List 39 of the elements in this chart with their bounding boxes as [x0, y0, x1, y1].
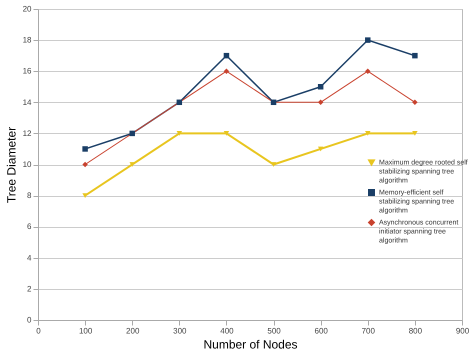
x-tick-label: 400	[220, 326, 234, 336]
point	[176, 131, 182, 136]
point	[412, 100, 418, 106]
point	[412, 52, 418, 58]
point	[365, 37, 371, 43]
x-tick-label: 300	[173, 326, 188, 336]
y-tick-label: 6	[27, 222, 32, 232]
point	[365, 68, 371, 74]
y-tick-label: 16	[22, 66, 32, 76]
point	[224, 52, 230, 58]
y-tick-label: 10	[22, 160, 32, 169]
x-tick-label: 800	[408, 326, 423, 336]
point	[82, 193, 88, 198]
y-tick-label: 12	[22, 128, 32, 138]
x-tick-label: 0	[36, 326, 42, 336]
point	[82, 162, 88, 168]
x-tick-label: 900	[456, 326, 470, 336]
point	[318, 84, 324, 90]
point	[82, 146, 88, 152]
x-tick-label: 700	[362, 326, 376, 336]
y-tick-label: 8	[27, 191, 32, 200]
y-tick-label: 18	[22, 36, 32, 45]
x-tick-label: 100	[78, 326, 93, 336]
y-tick-label: 14	[22, 98, 32, 107]
point	[412, 131, 418, 136]
x-tick-label: 200	[126, 326, 140, 336]
y-tick-label: 20	[22, 4, 32, 14]
y-tick-label: 4	[27, 253, 32, 262]
x-axis-title: Number of Nodes	[203, 338, 298, 352]
x-tick-label: 600	[314, 326, 328, 336]
point	[318, 100, 324, 106]
point	[365, 131, 371, 136]
point	[224, 68, 230, 74]
point	[318, 146, 324, 152]
y-axis-title: Tree Diameter	[4, 126, 19, 204]
y-tick-label: 0	[27, 316, 32, 324]
point	[224, 131, 230, 136]
y-tick-label: 2	[27, 284, 32, 294]
x-tick-label: 500	[267, 326, 282, 336]
